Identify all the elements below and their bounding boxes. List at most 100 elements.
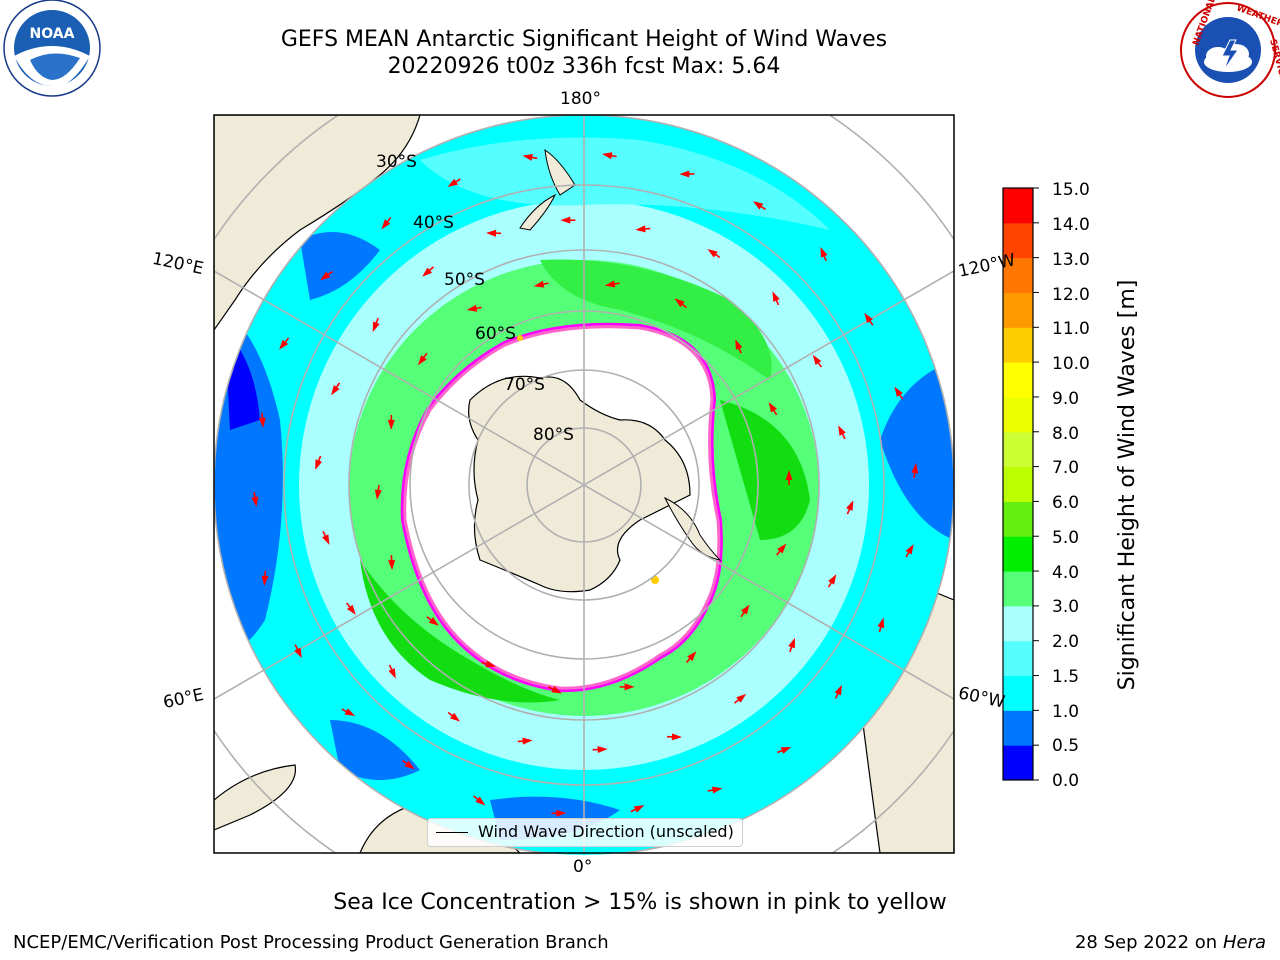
wind-wave-arrow-head [735,339,743,350]
wind-wave-arrow-head [911,463,919,474]
noaa-logo-text: NOAA [30,26,75,42]
wind-wave-arrow-head [279,339,289,350]
sea-ice-yellow-patch [651,576,659,584]
wind-wave-arrow-head [753,201,764,210]
colorbar-segment [1003,571,1033,607]
lat-label-50s: 50°S [444,270,485,290]
colorbar-segment [1003,292,1033,328]
wind-wave-arrow-head [597,746,608,754]
lat-label-80s: 80°S [533,425,574,445]
colorbar-tick-label: 14.0 [1052,215,1090,235]
wind-wave-arrow-head [322,534,330,545]
new-zealand-north [544,148,576,196]
colorbar-tick-label: 0.5 [1052,736,1080,756]
wind-wave-arrow-head [768,402,777,413]
new-zealand-south [519,193,557,231]
colorbar-segment [1003,710,1033,746]
africa-tip-land [214,764,297,831]
wind-wave-arrow-head [772,291,780,302]
wind-wave-arrow-head [374,489,382,500]
wind-wave-arrow-head [449,712,461,722]
wind-wave-arrow-head [812,354,822,365]
lat-label-70s: 70°S [504,375,545,395]
colorbar-tick-label: 11.0 [1052,319,1090,339]
footer-host: Hera [1222,932,1266,953]
band-0p5-1-north [300,232,380,300]
legend-line-swatch [436,832,468,833]
wind-wave-arrow-head [864,312,873,324]
colorbar-segment [1003,222,1033,259]
wind-wave-arrow-head [294,647,302,659]
wind-wave-arrow-head [635,225,646,233]
colorbar-tick-label: 3.0 [1052,597,1080,617]
colorbar-tick-label: 13.0 [1052,250,1090,270]
wind-wave-arrow-head [466,304,478,312]
wind-wave-arrow-head [422,267,433,277]
wind-wave-arrow-head [388,668,396,679]
colorbar-segment [1003,536,1033,572]
colorbar-segment [1003,362,1033,398]
wind-wave-arrows [251,152,919,817]
wind-wave-arrow-head [736,693,747,703]
colorbar-tick-label: 10.0 [1052,354,1090,374]
map-border [213,114,955,854]
colorbar-segment [1003,188,1033,224]
colorbar-tick-label: 5.0 [1052,528,1080,548]
graticule [214,115,954,853]
wind-wave-arrow-head [522,737,533,745]
lat-label-40s: 40°S [413,213,454,233]
wind-wave-arrow-head [381,219,391,230]
colorbar-tick-label: 12.0 [1052,285,1090,305]
colorbar-segment [1003,257,1033,293]
colorbar-segment [1003,466,1033,502]
wind-wave-arrow-head [679,170,690,178]
wind-wave-arrow-head [834,684,842,696]
wind-wave-arrow-head [346,604,356,615]
wind-wave-arrow-head [404,760,415,770]
footer-date-text: 28 Sep 2022 on [1074,932,1218,953]
wind-wave-arrow-head [671,733,682,741]
footer-date: 28 Sep 2022 on Hera [1075,932,1266,953]
wind-wave-arrow-head [828,574,837,585]
wind-wave-arrow-head [785,470,793,480]
band-0p5-1-sw [330,720,420,780]
wind-wave-arrow-head [624,683,635,691]
colorbar-segment [1003,501,1033,537]
lat-label-30s: 30°S [376,152,417,172]
colorbar-label: Significant Height of Wind Waves [m] [1115,279,1140,691]
wind-wave-arrow-head [674,298,685,308]
colorbar-tick-label: 1.5 [1052,667,1080,687]
wind-wave-arrow-head [820,247,828,258]
noaa-logo: NOAA [3,0,101,97]
wind-wave-arrow-head [604,280,616,288]
band-1p5-2-north [420,137,830,230]
wind-wave-arrow-head [417,355,427,366]
australia-land [214,115,421,332]
colorbar-tick-label: 6.0 [1052,493,1080,513]
colorbar-border [1002,187,1034,781]
sea-ice-yellow-patch-2 [517,335,523,341]
colorbar-tick-label: 8.0 [1052,424,1080,444]
colorbar-segment [1003,675,1033,711]
wind-wave-arrow-head [251,496,259,507]
band-4-5-north [540,259,772,380]
wind-wave-arrow-head [780,747,792,754]
band-4-5-east [720,400,810,540]
band-0p5-1-east [880,360,954,540]
wind-wave-arrow-head [372,321,380,333]
wind-wave-arrow-head [387,419,395,430]
wind-wave-arrow-head [522,153,533,161]
wind-wave-arrow-head [486,229,497,237]
wind-wave-arrow-head [560,216,571,224]
wind-wave-arrow-head [788,637,795,649]
wind-wave-arrow-head [551,685,562,694]
colorbar-segment [1003,396,1033,433]
wind-wave-arrow-head [741,604,750,615]
colorbar-tick-label: 0.0 [1052,771,1080,791]
lat-label-60s: 60°S [475,324,516,344]
map-legend: Wind Wave Direction (unscaled) [427,818,743,847]
colorbar-tick-marks [1033,187,1039,781]
chart-subtitle: 20220926 t00z 336h fcst Max: 5.64 [387,54,781,79]
wind-wave-arrow-head [344,708,356,716]
